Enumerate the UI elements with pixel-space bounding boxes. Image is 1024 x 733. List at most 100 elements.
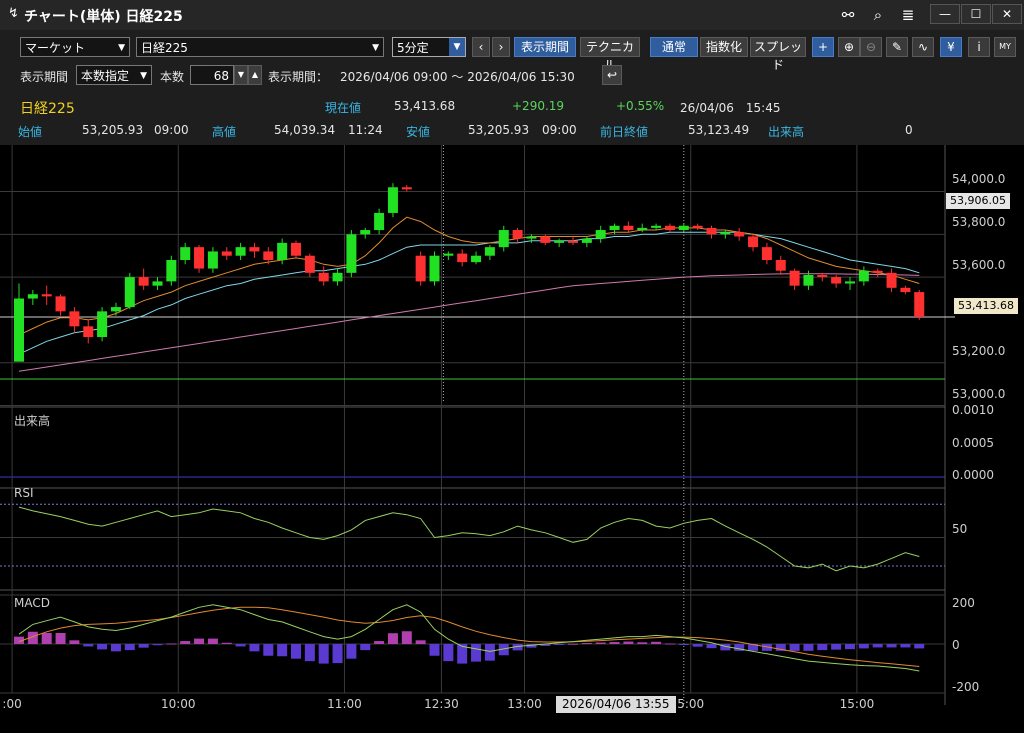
low-time: 09:00 <box>542 123 577 137</box>
symbol-select[interactable]: 日経225 ▼ <box>136 37 384 57</box>
next-button[interactable]: › <box>492 37 510 57</box>
menu-icon[interactable]: ≣ <box>901 6 915 24</box>
drawing-tool-icon[interactable]: ∿ <box>912 37 934 57</box>
macd-histogram-bar <box>914 644 925 649</box>
candle <box>27 294 38 299</box>
normal-button[interactable]: 通常 <box>650 37 698 57</box>
macd-line <box>18 604 920 672</box>
candle <box>609 225 620 231</box>
candle <box>291 242 301 256</box>
macd-title: MACD <box>14 596 50 610</box>
candle <box>581 238 592 243</box>
high-value: 54,039.34 <box>274 123 336 137</box>
search-icon[interactable]: ⌕ <box>873 6 883 24</box>
market-select[interactable]: マーケット ▼ <box>20 37 130 57</box>
pencil-icon[interactable]: ✎ <box>886 37 908 57</box>
maximize-button[interactable]: ☐ <box>961 4 991 24</box>
macd-histogram-bar <box>886 644 897 648</box>
technical-button[interactable]: テクニカル <box>580 37 640 72</box>
candle <box>651 225 662 228</box>
candle <box>789 270 800 286</box>
macd-histogram-bar <box>194 638 205 644</box>
candle <box>484 247 495 256</box>
volume-axis-label: 0.0010 <box>952 403 994 417</box>
macd-histogram-bar <box>678 644 689 645</box>
my-icon[interactable]: MY <box>994 37 1016 57</box>
change-pct: +0.55% <box>616 99 665 113</box>
candle <box>831 277 842 284</box>
period-label: 表示期間 <box>20 70 69 84</box>
candle <box>277 242 288 260</box>
info-icon[interactable]: ⅰ <box>968 37 990 57</box>
quote-datetime: 26/04/06 15:45 <box>680 101 781 115</box>
ma-long-line <box>18 273 920 372</box>
candle <box>41 294 52 297</box>
current-value: 53,413.68 <box>394 99 456 113</box>
crosshair-icon[interactable]: + <box>812 37 834 57</box>
rsi-title: RSI <box>14 486 34 500</box>
yen-icon[interactable]: ¥ <box>940 37 962 57</box>
period-mode-select[interactable]: 本数指定 ▼ <box>76 65 152 85</box>
count-up-icon[interactable]: ▲ <box>248 65 262 85</box>
time-axis-label: 5:00 <box>677 697 704 711</box>
macd-histogram-bar <box>277 644 288 657</box>
minimize-button[interactable]: — <box>930 4 960 24</box>
candle <box>332 272 343 282</box>
link-icon[interactable]: ⚯ <box>841 6 855 24</box>
candle <box>69 311 80 327</box>
price-axis-label: 54,000.0 <box>952 172 1006 186</box>
index-button[interactable]: 指数化 <box>700 37 748 57</box>
interval-select-value: 5分定 <box>397 41 429 55</box>
candle <box>803 274 814 286</box>
high-label: 高値 <box>212 125 237 139</box>
candle <box>138 277 149 286</box>
range-value: 2026/04/06 09:00 ～ 2026/04/06 15:30 <box>340 70 575 84</box>
macd-histogram-bar <box>748 644 759 651</box>
macd-histogram-bar <box>415 640 426 644</box>
candle <box>900 287 911 293</box>
count-down-icon[interactable]: ▼ <box>234 65 248 85</box>
candle <box>180 247 191 260</box>
macd-histogram-bar <box>360 644 371 651</box>
candle <box>734 232 745 237</box>
candle <box>457 253 468 263</box>
macd-histogram-bar <box>581 643 592 645</box>
close-button[interactable]: ✕ <box>992 4 1022 24</box>
candle <box>886 272 897 288</box>
interval-select[interactable]: 5分定 ▼ <box>392 37 466 57</box>
candle <box>845 281 855 284</box>
open-label: 始値 <box>18 125 43 139</box>
price-axis-label: 53,600.0 <box>952 258 1006 272</box>
macd-histogram-bar <box>263 644 274 656</box>
apply-icon[interactable]: ↩ <box>602 65 622 85</box>
display-period-button[interactable]: 表示期間 <box>514 37 576 57</box>
candle <box>554 240 565 243</box>
candle <box>415 255 426 282</box>
candle <box>914 292 925 317</box>
price-chart[interactable]: :00 10:00 11:00 12:30 13:00 5:00 15:00 <box>0 145 1024 733</box>
count-input[interactable]: 68 <box>190 65 234 85</box>
ma-short-line <box>18 216 920 336</box>
macd-histogram-bar <box>831 644 842 650</box>
count-label: 本数 <box>160 70 185 84</box>
candle <box>540 236 551 243</box>
chevron-down-icon: ▼ <box>118 43 125 53</box>
candle <box>235 247 246 256</box>
volume-value: 0 <box>905 123 913 137</box>
market-select-value: マーケット <box>25 41 86 55</box>
symbol-select-value: 日経225 <box>141 41 188 55</box>
zoom-in-icon[interactable]: ⊕ <box>838 37 860 57</box>
spread-button[interactable]: スプレッド <box>750 37 806 72</box>
time-axis-label: 13:00 <box>507 697 542 711</box>
candle <box>194 247 205 269</box>
macd-histogram-bar <box>332 644 343 664</box>
zoom-out-icon[interactable]: ⊖ <box>860 37 882 57</box>
macd-histogram-bar <box>180 641 191 644</box>
macd-histogram-bar <box>14 636 24 644</box>
candle <box>110 307 121 312</box>
candle <box>360 230 371 235</box>
candle <box>346 234 357 273</box>
candle <box>748 236 759 248</box>
macd-histogram-bar <box>429 644 440 656</box>
prev-button[interactable]: ‹ <box>472 37 490 57</box>
